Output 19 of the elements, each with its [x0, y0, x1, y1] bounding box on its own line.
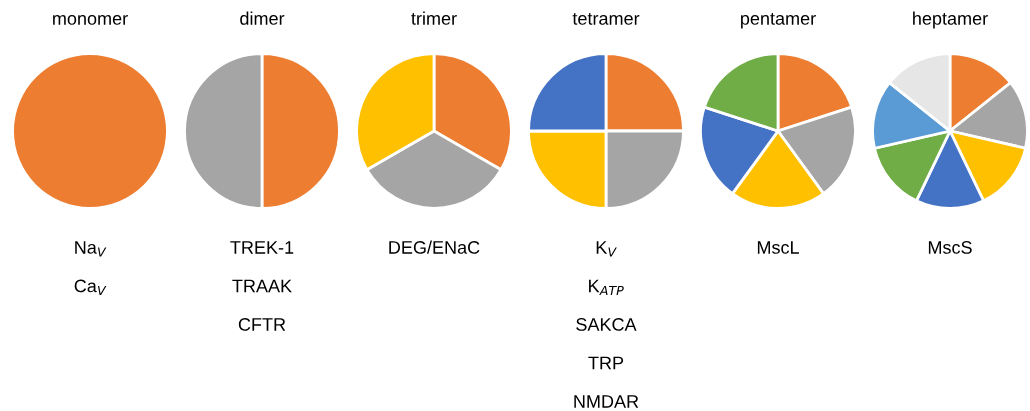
text: TRAAK: [232, 279, 292, 293]
chart-title: trimer: [411, 11, 457, 25]
text: SAKCA: [576, 318, 637, 331]
chart-title: pentamer: [741, 13, 816, 29]
chart-title: heptamer: [913, 11, 988, 29]
text: DEG/ENaC: [389, 240, 480, 254]
text: Ca$_{V}$: [74, 279, 107, 296]
text: MscS: [928, 241, 972, 254]
text: K$_{V}$: [596, 241, 617, 257]
text: CFTR: [238, 318, 286, 331]
text: TREK-1: [230, 241, 294, 254]
chart-title: tetramer: [572, 13, 640, 25]
chart-title: dimer: [240, 11, 285, 25]
text: NMDAR: [574, 395, 639, 408]
text: Na$_{V}$: [75, 241, 107, 257]
chart-title: monomer: [53, 14, 128, 25]
text: MscL: [757, 241, 799, 254]
text: TRP: [588, 356, 624, 370]
text: K$_{ATP}$: [589, 279, 624, 296]
